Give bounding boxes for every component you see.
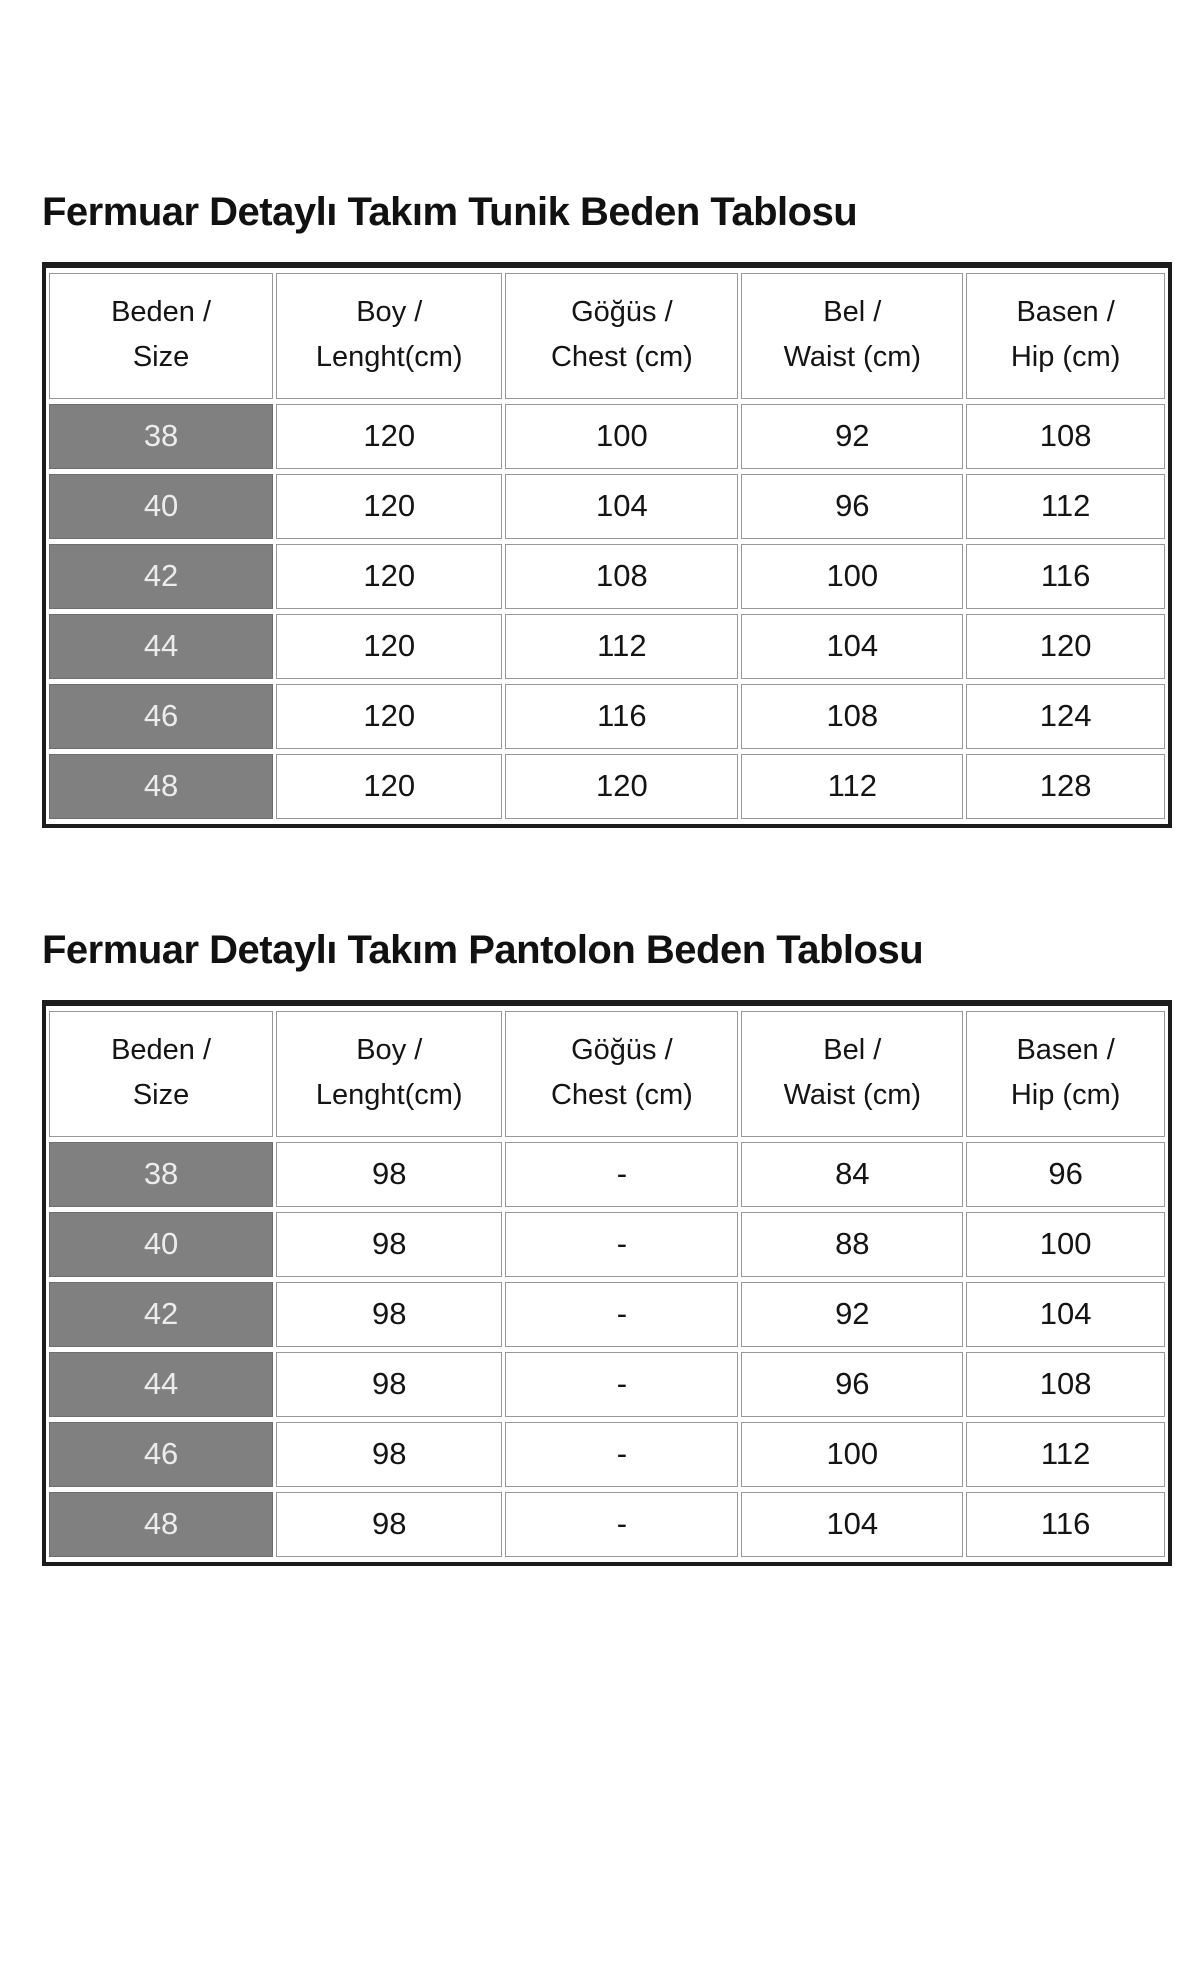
length-cell: 120 [276, 753, 503, 819]
length-cell: 98 [276, 1141, 503, 1207]
pantolon-table-header: Beden / Size Boy / Lenght(cm) Göğüs / Ch… [49, 1010, 1165, 1137]
header-bel-waist: Bel / Waist (cm) [741, 273, 964, 399]
header-boy-length: Boy / Lenght(cm) [276, 1010, 503, 1137]
hip-cell: 104 [966, 1281, 1165, 1347]
header-beden-size: Beden / Size [49, 273, 274, 399]
tunik-size-table-frame: Beden / Size Boy / Lenght(cm) Göğüs / Ch… [42, 262, 1172, 828]
tunik-table-title: Fermuar Detaylı Takım Tunik Beden Tablos… [42, 190, 858, 234]
chest-cell: - [505, 1351, 739, 1417]
waist-cell: 96 [741, 1351, 964, 1417]
waist-cell: 88 [741, 1211, 964, 1277]
chest-cell: 108 [505, 543, 739, 609]
table-row: 48 98 - 104 116 [49, 1491, 1165, 1557]
chest-cell: 104 [505, 473, 739, 539]
size-cell: 40 [49, 473, 274, 539]
length-cell: 120 [276, 473, 503, 539]
tunik-size-table: Beden / Size Boy / Lenght(cm) Göğüs / Ch… [46, 268, 1168, 824]
hip-cell: 100 [966, 1211, 1165, 1277]
header-row: Beden / Size Boy / Lenght(cm) Göğüs / Ch… [49, 1010, 1165, 1137]
pantolon-size-table-frame: Beden / Size Boy / Lenght(cm) Göğüs / Ch… [42, 999, 1172, 1566]
table-row: 42 98 - 92 104 [49, 1281, 1165, 1347]
table-row: 48 120 120 112 128 [49, 753, 1165, 819]
size-cell: 44 [49, 613, 274, 679]
table-row: 40 120 104 96 112 [49, 473, 1165, 539]
header-beden-size: Beden / Size [49, 1010, 274, 1137]
waist-cell: 100 [741, 543, 964, 609]
table-row: 46 120 116 108 124 [49, 683, 1165, 749]
size-cell: 46 [49, 683, 274, 749]
length-cell: 98 [276, 1281, 503, 1347]
pantolon-size-table: Beden / Size Boy / Lenght(cm) Göğüs / Ch… [46, 1006, 1168, 1562]
chest-cell: - [505, 1281, 739, 1347]
waist-cell: 84 [741, 1141, 964, 1207]
hip-cell: 120 [966, 613, 1165, 679]
size-cell: 42 [49, 1281, 274, 1347]
hip-cell: 116 [966, 543, 1165, 609]
hip-cell: 96 [966, 1141, 1165, 1207]
tunik-table-header: Beden / Size Boy / Lenght(cm) Göğüs / Ch… [49, 273, 1165, 399]
size-cell: 40 [49, 1211, 274, 1277]
hip-cell: 108 [966, 1351, 1165, 1417]
size-cell: 38 [49, 403, 274, 469]
length-cell: 120 [276, 403, 503, 469]
table-row: 40 98 - 88 100 [49, 1211, 1165, 1277]
header-gogus-chest: Göğüs / Chest (cm) [505, 273, 739, 399]
header-boy-length: Boy / Lenght(cm) [276, 273, 503, 399]
size-cell: 44 [49, 1351, 274, 1417]
table-row: 42 120 108 100 116 [49, 543, 1165, 609]
length-cell: 98 [276, 1491, 503, 1557]
section-pantolon-size-chart: Fermuar Detaylı Takım Pantolon Beden Tab… [42, 924, 1172, 1566]
chest-cell: - [505, 1141, 739, 1207]
header-basen-hip: Basen / Hip (cm) [966, 273, 1165, 399]
hip-cell: 124 [966, 683, 1165, 749]
waist-cell: 104 [741, 613, 964, 679]
chest-cell: - [505, 1491, 739, 1557]
table-row: 44 120 112 104 120 [49, 613, 1165, 679]
waist-cell: 112 [741, 753, 964, 819]
size-cell: 38 [49, 1141, 274, 1207]
waist-cell: 92 [741, 1281, 964, 1347]
chest-cell: 116 [505, 683, 739, 749]
length-cell: 120 [276, 683, 503, 749]
chest-cell: - [505, 1211, 739, 1277]
header-row: Beden / Size Boy / Lenght(cm) Göğüs / Ch… [49, 273, 1165, 399]
hip-cell: 112 [966, 1421, 1165, 1487]
pantolon-table-body: 38 98 - 84 96 40 98 - 88 100 [49, 1141, 1165, 1557]
header-bel-waist: Bel / Waist (cm) [741, 1010, 964, 1137]
waist-cell: 96 [741, 473, 964, 539]
chest-cell: 100 [505, 403, 739, 469]
page-content: Fermuar Detaylı Takım Tunik Beden Tablos… [0, 186, 1200, 1566]
size-cell: 46 [49, 1421, 274, 1487]
chest-cell: - [505, 1421, 739, 1487]
table-row: 46 98 - 100 112 [49, 1421, 1165, 1487]
length-cell: 120 [276, 543, 503, 609]
hip-cell: 116 [966, 1491, 1165, 1557]
table-row: 38 98 - 84 96 [49, 1141, 1165, 1207]
hip-cell: 128 [966, 753, 1165, 819]
tunik-table-body: 38 120 100 92 108 40 120 104 96 112 [49, 403, 1165, 819]
length-cell: 98 [276, 1421, 503, 1487]
waist-cell: 92 [741, 403, 964, 469]
table-row: 38 120 100 92 108 [49, 403, 1165, 469]
pantolon-table-title: Fermuar Detaylı Takım Pantolon Beden Tab… [42, 927, 924, 972]
waist-cell: 100 [741, 1421, 964, 1487]
table-row: 44 98 - 96 108 [49, 1351, 1165, 1417]
hip-cell: 112 [966, 473, 1165, 539]
chest-cell: 112 [505, 613, 739, 679]
size-cell: 48 [49, 753, 274, 819]
length-cell: 98 [276, 1351, 503, 1417]
size-cell: 42 [49, 543, 274, 609]
waist-cell: 104 [741, 1491, 964, 1557]
hip-cell: 108 [966, 403, 1165, 469]
length-cell: 120 [276, 613, 503, 679]
size-cell: 48 [49, 1491, 274, 1557]
section-tunik-size-chart: Fermuar Detaylı Takım Tunik Beden Tablos… [42, 186, 1172, 828]
chest-cell: 120 [505, 753, 739, 819]
waist-cell: 108 [741, 683, 964, 749]
header-gogus-chest: Göğüs / Chest (cm) [505, 1010, 739, 1137]
header-basen-hip: Basen / Hip (cm) [966, 1010, 1165, 1137]
length-cell: 98 [276, 1211, 503, 1277]
